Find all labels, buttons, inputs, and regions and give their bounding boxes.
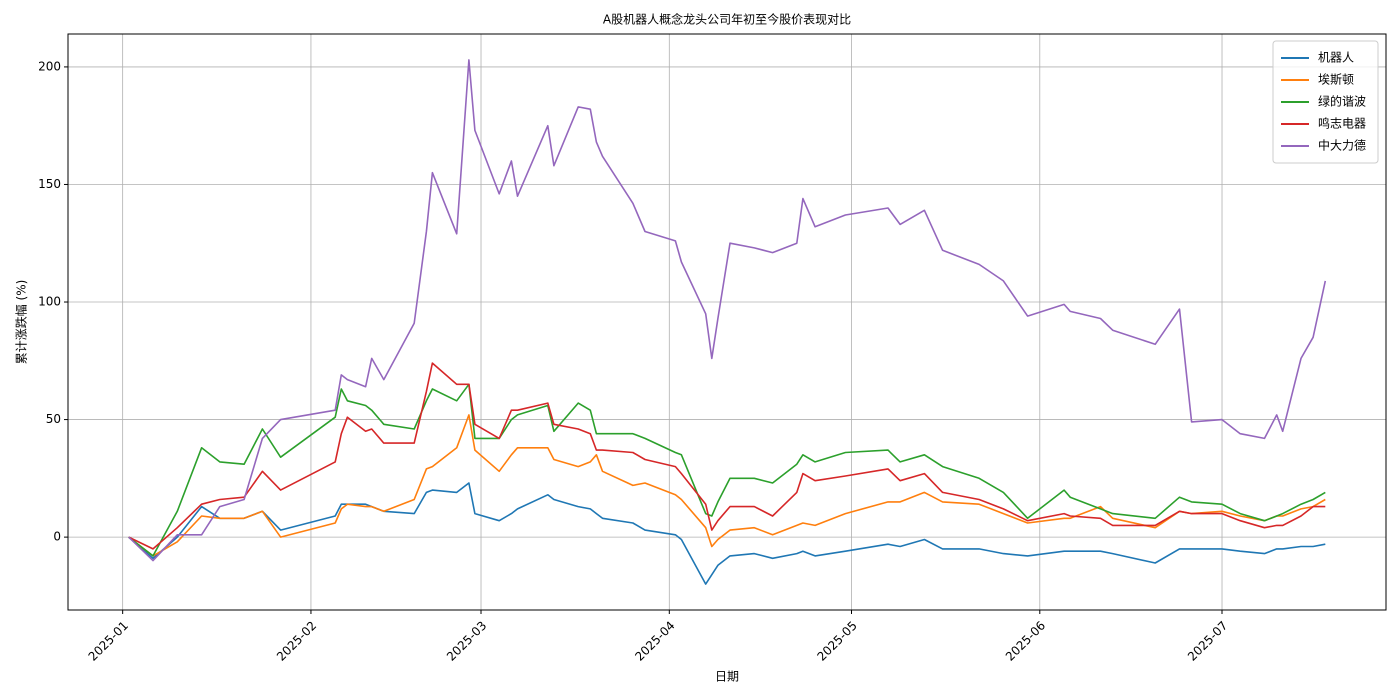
x-tick-label: 2025-05	[814, 618, 859, 663]
chart-title: A股机器人概念龙头公司年初至今股价表现对比	[603, 12, 851, 27]
y-tick-label: 200	[38, 59, 61, 73]
legend-label: 鸣志电器	[1318, 116, 1366, 131]
plot-frame	[67, 33, 1387, 611]
series-line	[128, 482, 1326, 585]
y-axis-label: 累计涨跌幅 (%)	[14, 280, 29, 365]
x-tick-label: 2025-01	[86, 618, 131, 663]
series-line	[128, 414, 1326, 557]
x-tick-label: 2025-04	[632, 618, 677, 663]
legend-label: 埃斯顿	[1318, 73, 1354, 87]
legend-label: 中大力德	[1318, 138, 1366, 153]
x-tick-label: 2025-02	[274, 618, 319, 663]
x-tick-label: 2025-06	[1003, 618, 1048, 663]
y-tick-label: 150	[38, 177, 61, 191]
x-tick-label: 2025-07	[1185, 618, 1230, 663]
y-tick-label: 50	[46, 412, 61, 426]
y-tick-label: 100	[38, 295, 61, 309]
legend-label: 绿的谐波	[1318, 94, 1366, 109]
series-line	[128, 383, 1326, 557]
y-tick-label: 0	[53, 530, 61, 544]
series-line	[128, 59, 1327, 562]
series-line	[128, 362, 1326, 550]
x-tick-label: 2025-03	[444, 618, 489, 663]
x-axis-label: 日期	[715, 670, 739, 684]
legend-box	[1272, 40, 1379, 164]
legend-label: 机器人	[1318, 51, 1354, 65]
